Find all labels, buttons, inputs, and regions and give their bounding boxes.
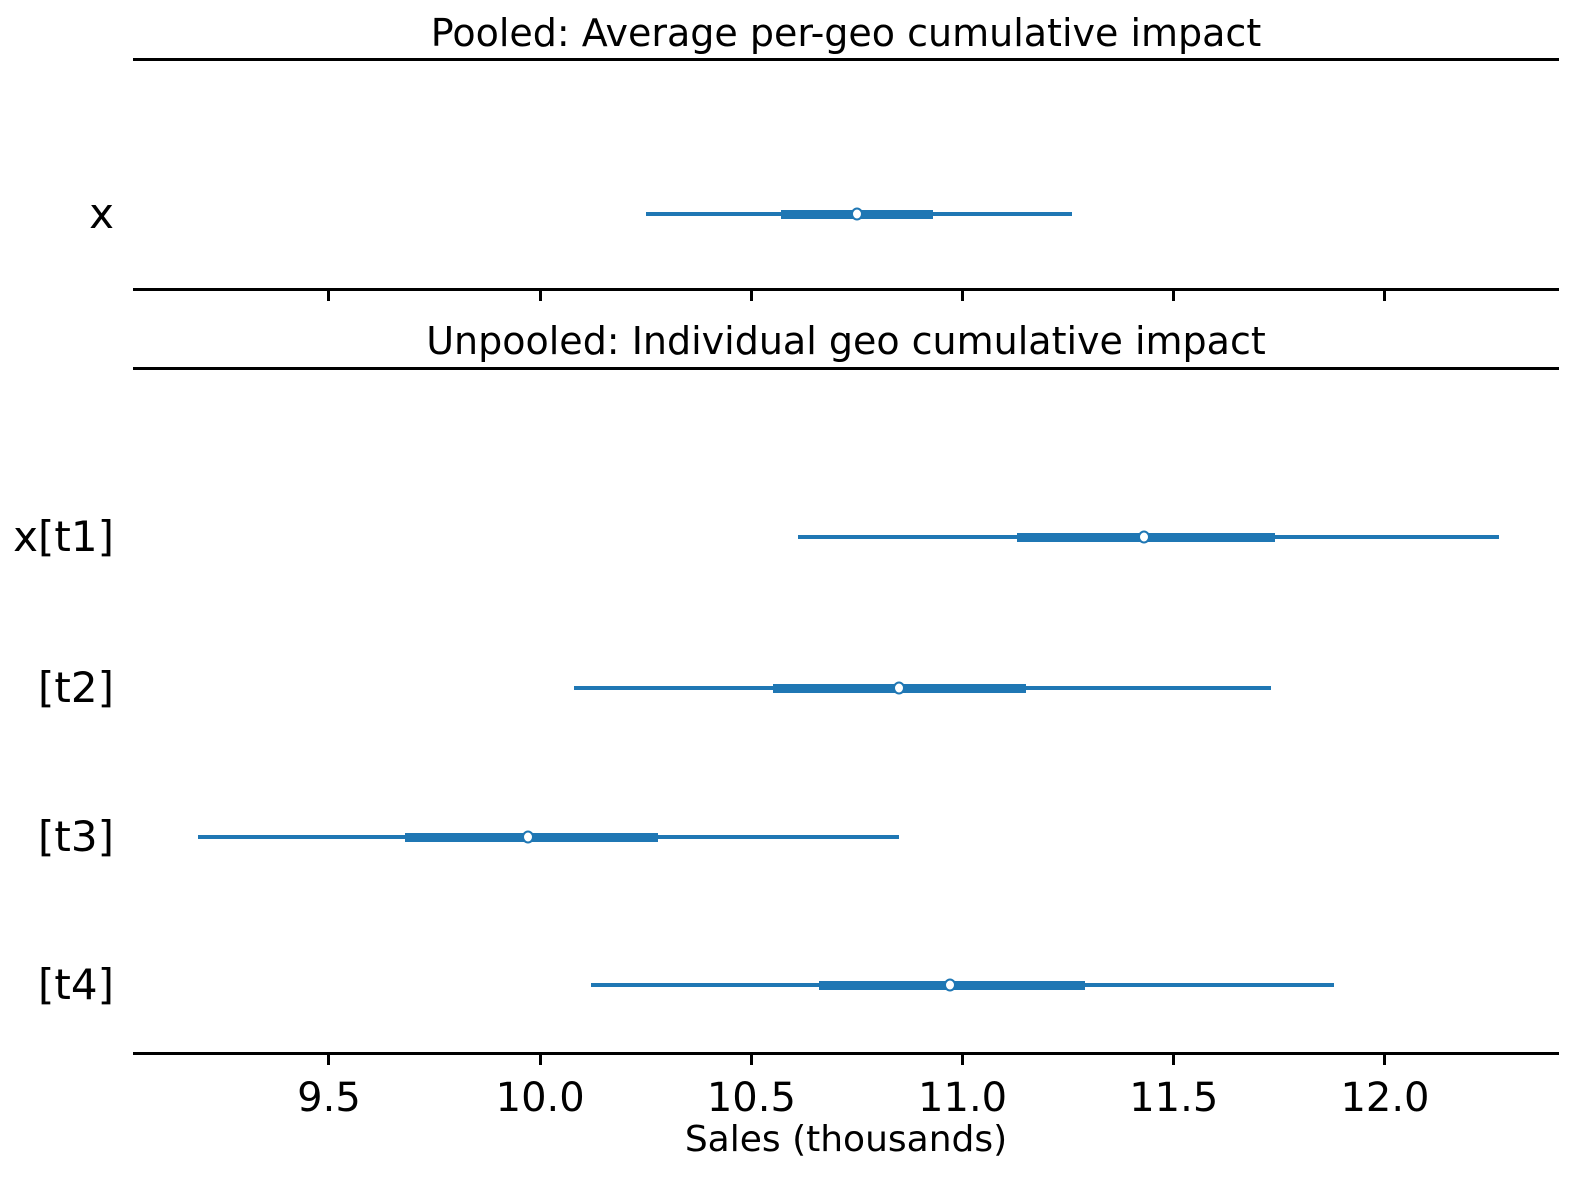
row-label: [t2] <box>38 663 114 712</box>
x-axis-tick-label: 12.0 <box>1340 1075 1430 1121</box>
row-label: [t3] <box>38 812 114 861</box>
x-axis-tick-label: 9.5 <box>297 1075 361 1121</box>
median-point-marker <box>850 207 863 221</box>
x-axis-tick <box>1172 1054 1176 1065</box>
x-axis-tick <box>1383 290 1387 301</box>
x-axis-tick-label: 11.5 <box>1129 1075 1219 1121</box>
panel-title-unpooled: Unpooled: Individual geo cumulative impa… <box>426 319 1266 363</box>
x-axis-label: Sales (thousands) <box>684 1119 1008 1160</box>
x-axis-tick <box>749 290 753 301</box>
panel-top-spine <box>133 57 1559 61</box>
x-axis-tick <box>1172 290 1176 301</box>
x-axis-tick-label: 11.0 <box>918 1075 1008 1121</box>
x-axis-tick <box>327 1054 331 1065</box>
x-axis-tick-label: 10.5 <box>706 1075 796 1121</box>
x-axis-spine <box>133 287 1559 291</box>
x-axis-spine <box>133 1051 1559 1055</box>
row-label: [t4] <box>38 960 114 1009</box>
row-label: x[t1] <box>13 512 114 561</box>
x-axis-tick <box>961 1054 965 1065</box>
x-axis-tick <box>749 1054 753 1065</box>
panel-title-pooled: Pooled: Average per-geo cumulative impac… <box>430 11 1262 55</box>
median-point-marker <box>893 681 906 695</box>
median-point-marker <box>1138 530 1151 544</box>
x-axis-tick <box>961 290 965 301</box>
median-point-marker <box>943 978 956 992</box>
x-axis-tick-label: 10.0 <box>495 1075 585 1121</box>
panel-top-spine <box>133 366 1559 370</box>
x-axis-tick <box>327 290 331 301</box>
row-label: x <box>89 189 114 238</box>
median-point-marker <box>521 830 534 844</box>
x-axis-tick <box>538 1054 542 1065</box>
x-axis-tick <box>1383 1054 1387 1065</box>
x-axis-tick <box>538 290 542 301</box>
